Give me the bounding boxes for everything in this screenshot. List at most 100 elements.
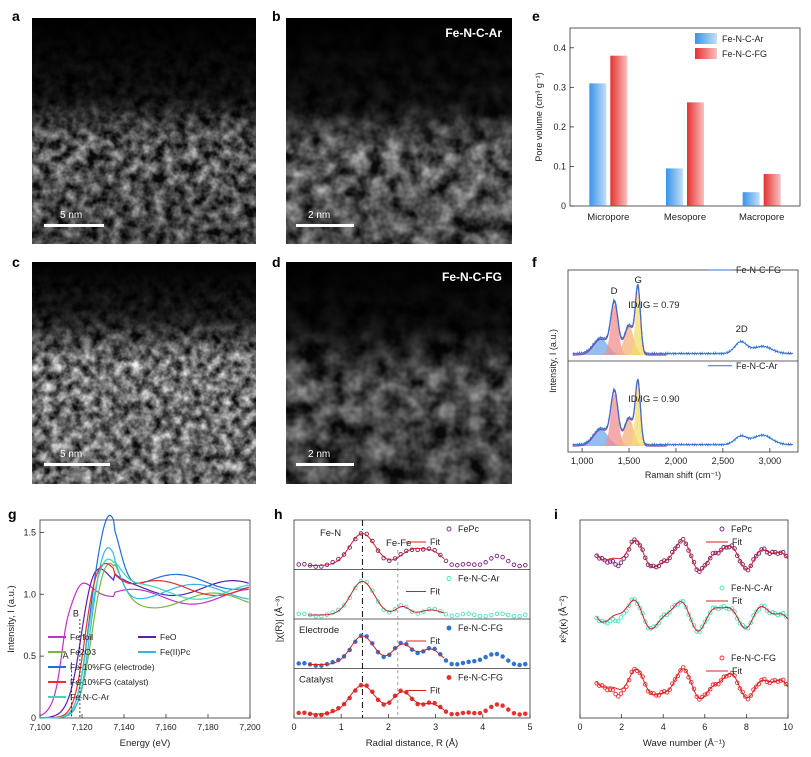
exafs-r-data-point bbox=[466, 710, 471, 715]
x-tick-label: 10 bbox=[783, 722, 793, 732]
scale-label-c: 5 nm bbox=[60, 449, 83, 460]
plot-frame bbox=[569, 27, 801, 207]
exafs-r-data-point bbox=[313, 564, 318, 569]
exafs-r-data-point bbox=[302, 562, 307, 567]
x-tick-label: 1,000 bbox=[571, 456, 594, 466]
peak-label-d: D bbox=[611, 286, 618, 297]
legend-label: Fe foil bbox=[70, 632, 93, 642]
scale-label-b: 2 nm bbox=[308, 210, 331, 221]
exafs-r-data-point bbox=[489, 556, 494, 561]
exafs-k-data-point bbox=[783, 553, 789, 559]
y-tick-label: 0.5 bbox=[23, 651, 36, 661]
y-tick-label: 1.0 bbox=[23, 589, 36, 599]
exafs-r-data-point bbox=[483, 708, 488, 714]
exafs-r-data-point bbox=[483, 654, 488, 660]
exafs-r-data-point bbox=[506, 612, 511, 618]
legend-fit-label: Fit bbox=[430, 636, 440, 646]
peak-label-2d: 2D bbox=[736, 324, 748, 335]
exafs-k-data-point bbox=[643, 682, 648, 687]
exafs-r-data-point bbox=[443, 709, 449, 714]
panel-letter-h: h bbox=[274, 506, 283, 522]
exafs-k-data-point bbox=[767, 680, 772, 686]
panel-letter-c: c bbox=[12, 254, 20, 270]
exafs-r-data-point bbox=[460, 611, 466, 617]
exafs-k-data-point bbox=[597, 556, 602, 561]
subpanel-tag: Catalyst bbox=[299, 675, 334, 686]
legend-label: FePc bbox=[458, 524, 480, 534]
exafs-r-data-point bbox=[455, 562, 460, 568]
exafs-r-data-point bbox=[506, 707, 511, 712]
exafs-r-data-point bbox=[387, 558, 392, 563]
bar-Fe-N-C-FG-Macropore bbox=[763, 173, 781, 206]
exafs-r-data-point bbox=[523, 711, 528, 716]
raman-spectrum-Fe-N-C-Ar bbox=[572, 378, 794, 448]
exafs-k-data-point bbox=[678, 668, 683, 673]
exafs-r-data-point bbox=[483, 560, 488, 565]
exafs-r-data-point bbox=[517, 712, 522, 717]
exafs-r-data-point bbox=[341, 603, 347, 608]
exafs-r-data-point bbox=[517, 662, 522, 668]
pore-volume-bar-chart: 0 0.1 0.2 0.3 0.4 Pore volume (cm³ g⁻¹) Microp… bbox=[534, 27, 801, 223]
bar-Fe-N-C-Ar-Macropore bbox=[742, 192, 760, 206]
exafs-k-data-point bbox=[618, 615, 624, 620]
exafs-k-data-point bbox=[697, 569, 702, 574]
exafs-k-data-point bbox=[764, 608, 770, 613]
exafs-k-fit-line bbox=[596, 539, 789, 572]
legend-label: Fe-N-C-FG bbox=[736, 265, 781, 275]
exafs-k-data-point bbox=[613, 691, 618, 697]
exafs-k-data-point bbox=[683, 604, 689, 610]
exafs-r-data-point bbox=[302, 611, 307, 617]
exafs-k-data-point bbox=[753, 684, 759, 689]
tem-image-b: Fe-N-C-Ar 2 nm bbox=[286, 18, 512, 244]
exafs-r-data-point bbox=[494, 611, 500, 617]
exafs-r-data-point bbox=[443, 612, 449, 617]
exafs-k-data-point bbox=[672, 546, 678, 551]
exafs-r-data-point bbox=[494, 651, 500, 657]
id-ig-ratio-label: ID/IG = 0.79 bbox=[628, 300, 680, 311]
legend-label: Fe-10%FG (electrode) bbox=[70, 662, 155, 672]
scale-bar-d bbox=[296, 463, 354, 466]
exafs-k-data-point bbox=[605, 687, 610, 693]
xanes-curve-Fe-N-C-Ar bbox=[39, 558, 249, 719]
exafs-r-data-point bbox=[296, 710, 301, 716]
bar-Fe-N-C-Ar-Mesopore bbox=[666, 168, 683, 206]
tem-sample-label-b: Fe-N-C-Ar bbox=[445, 26, 502, 40]
legend-label: Fe(II)Pc bbox=[160, 647, 191, 657]
legend-fit-label: Fit bbox=[430, 537, 440, 547]
annotation-label-b: B bbox=[73, 609, 79, 619]
exafs-k-data-point bbox=[672, 603, 678, 608]
exafs-r-data-point bbox=[511, 710, 517, 716]
x-axis-label: Radial distance, R (Å) bbox=[366, 738, 458, 749]
exafs-r-data-point bbox=[472, 710, 477, 716]
exafs-r-data-point bbox=[319, 613, 324, 619]
panel-letter-b: b bbox=[272, 8, 281, 24]
tem-texture-b bbox=[286, 18, 512, 244]
exafs-r-data-point bbox=[489, 612, 494, 618]
exafs-r-data-point bbox=[466, 611, 471, 616]
tem-image-d: Fe-N-C-FG 2 nm bbox=[286, 262, 512, 484]
exafs-k-data-point bbox=[707, 555, 713, 561]
legend-marker bbox=[719, 655, 725, 661]
exafs-r-data-point bbox=[449, 711, 454, 717]
exafs-k-data-point bbox=[783, 614, 789, 619]
exafs-k-data-point bbox=[616, 619, 621, 624]
scale-bar-b bbox=[296, 224, 354, 227]
peak-label-g: G bbox=[635, 275, 642, 286]
x-tick-label: 8 bbox=[744, 722, 749, 732]
legend-marker bbox=[446, 675, 452, 680]
exafs-r-data-point bbox=[517, 613, 522, 619]
exafs-k-data-point bbox=[594, 615, 599, 621]
exafs-k-data-point bbox=[648, 690, 653, 696]
x-axis-label: Wave number (Å⁻¹) bbox=[643, 738, 725, 749]
exafs-k-data-point bbox=[632, 597, 637, 602]
exafs-k-data-point bbox=[702, 563, 708, 568]
legend-marker bbox=[446, 625, 452, 631]
x-tick-label: 3 bbox=[433, 722, 438, 732]
exafs-k-data-point bbox=[594, 681, 599, 686]
bar-Fe-N-C-FG-Mesopore bbox=[687, 102, 704, 206]
scale-bar-c bbox=[44, 463, 110, 466]
xanes-curve-Fe(II)Pc bbox=[39, 547, 249, 719]
x-axis-label: Raman shift (cm⁻¹) bbox=[645, 470, 721, 480]
x-tick-label: 4 bbox=[661, 722, 666, 732]
exafs-k-data-point bbox=[637, 605, 643, 611]
